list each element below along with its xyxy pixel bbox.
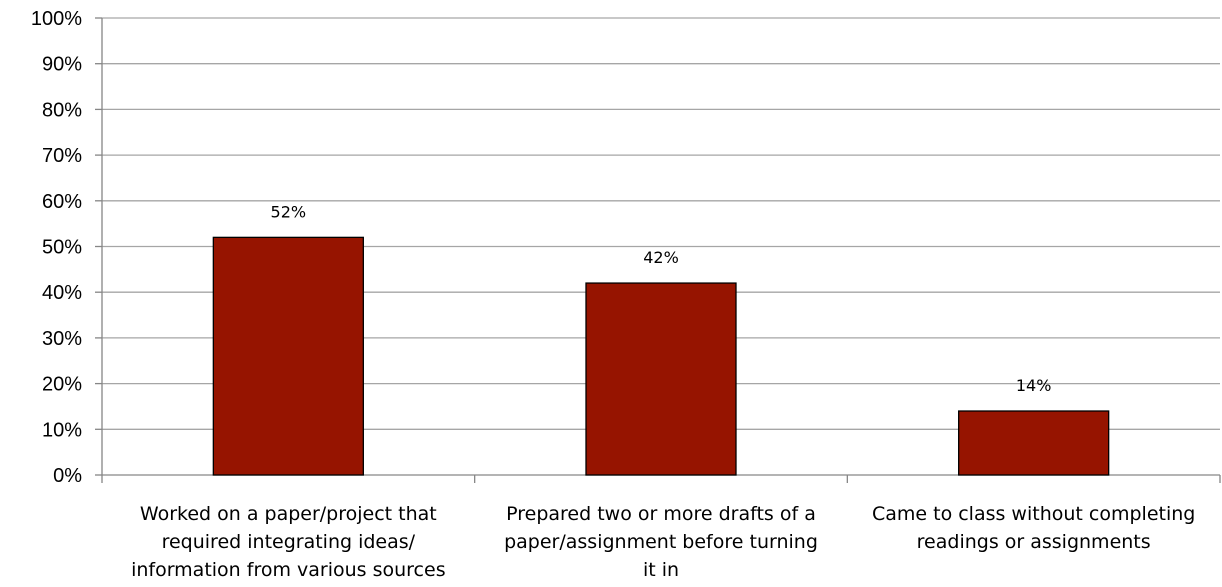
- y-tick-label: 0%: [53, 465, 82, 487]
- bars: [212, 236, 1110, 476]
- y-tick-label: 60%: [42, 191, 82, 213]
- data-label: 42%: [643, 248, 679, 267]
- y-tick-label: 40%: [42, 282, 82, 304]
- y-tick-label: 10%: [42, 419, 82, 441]
- data-label: 52%: [271, 202, 307, 221]
- bar: [212, 236, 364, 476]
- data-labels: 52% 42% 14%: [271, 202, 1052, 395]
- y-tick-label: 50%: [42, 237, 82, 259]
- y-tick-label: 30%: [42, 328, 82, 350]
- y-tick-label: 70%: [42, 145, 82, 167]
- y-tick-label: 80%: [42, 99, 82, 121]
- category-labels: Worked on a paper/project that required i…: [131, 503, 1195, 581]
- bar: [585, 282, 737, 476]
- bar: [958, 410, 1110, 476]
- category-label: Worked on a paper/project that required i…: [131, 503, 446, 581]
- data-label: 14%: [1016, 376, 1052, 395]
- y-tick-label: 20%: [42, 374, 82, 396]
- category-label: Prepared two or more drafts of a paper/as…: [504, 503, 818, 581]
- category-label: Came to class without completing readings…: [872, 503, 1195, 553]
- y-axis-tick-labels: 0% 10% 20% 30% 40% 50% 60% 70% 80% 90% 100%: [31, 8, 82, 487]
- y-tick-label: 100%: [31, 8, 82, 30]
- y-tick-label: 90%: [42, 54, 82, 76]
